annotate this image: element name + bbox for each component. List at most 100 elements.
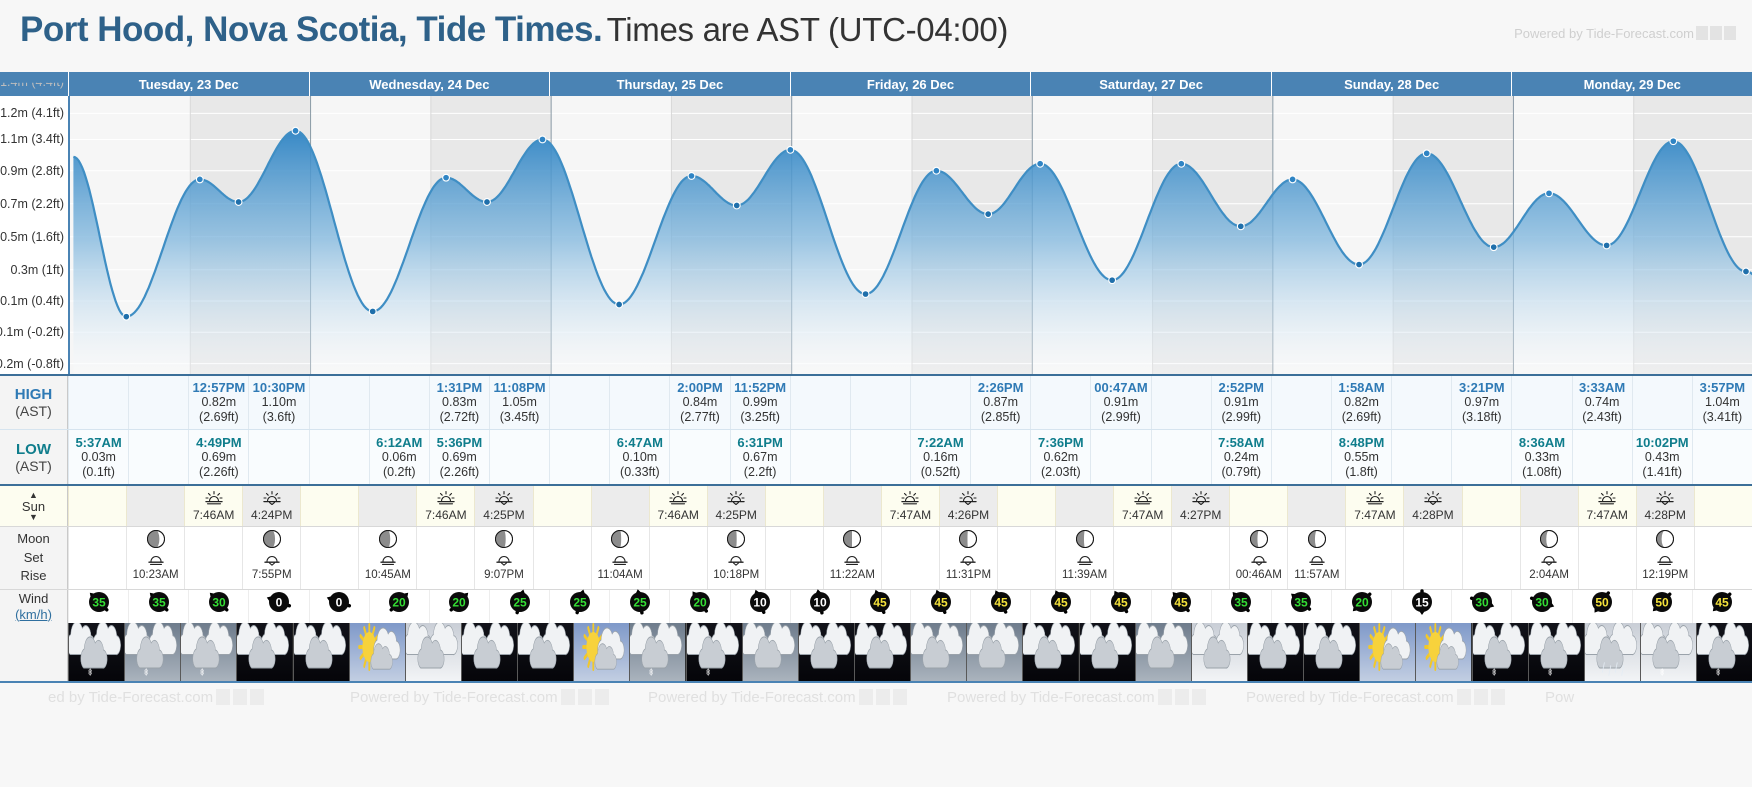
high-tide-cell	[1030, 376, 1090, 429]
cloudy-day-snow-icon[interactable]: ❄	[629, 623, 686, 681]
day-header-3[interactable]: Thursday, 25 Dec	[549, 72, 790, 96]
high-tide-feet: (3.41ft)	[1702, 410, 1743, 425]
day-header-6[interactable]: Sunday, 28 Dec	[1270, 72, 1512, 96]
cloudy-night-icon[interactable]	[1078, 623, 1135, 681]
high-tide-cell	[68, 376, 128, 429]
sunrise-icon	[1364, 490, 1386, 508]
moon-time: 2:04AM	[1529, 569, 1569, 581]
high-tide-time: 2:00PM	[677, 380, 723, 396]
svg-text:10: 10	[814, 595, 828, 609]
cloudy-day-icon[interactable]	[404, 623, 461, 681]
svg-text:45: 45	[934, 595, 948, 609]
high-tide-marker	[442, 173, 451, 182]
day-header-1[interactable]: Tuesday, 23 Dec	[68, 72, 309, 96]
day-header-label: Monday, 29 Dec	[1583, 76, 1681, 92]
high-tide-cell	[609, 376, 669, 429]
svg-text:35: 35	[92, 595, 106, 609]
low-tide-time: 8:36AM	[1518, 434, 1566, 450]
day-header-5[interactable]: Saturday, 27 Dec	[1030, 72, 1271, 96]
footer-logo-square-2	[577, 689, 592, 705]
y-axis-tick: 1.1m (3.4ft)	[0, 132, 64, 147]
low-tide-feet: (0.52ft)	[920, 464, 961, 479]
brand-watermark-top: Powered by Tide-Forecast.com	[1514, 26, 1736, 41]
cloudy-night-icon[interactable]	[797, 623, 854, 681]
sun-cell	[126, 486, 185, 526]
cloudy-night-snow-icon[interactable]: ❄	[685, 623, 742, 681]
sunrise-icon	[435, 490, 457, 508]
moon-cell: 11:31PM	[938, 527, 997, 589]
partly-sunny-icon[interactable]	[1415, 623, 1472, 681]
sun-time: 4:26PM	[947, 508, 990, 522]
day-header-2[interactable]: Wednesday, 24 Dec	[308, 72, 550, 96]
cloudy-night-icon[interactable]	[292, 623, 349, 681]
cloudy-night-icon[interactable]	[1246, 623, 1304, 681]
moon-cell	[997, 527, 1055, 589]
high-tide-marker	[1036, 159, 1045, 168]
cloudy-day-icon[interactable]	[910, 623, 967, 681]
high-tide-cell	[368, 376, 429, 429]
footer-logo-square-1	[858, 689, 873, 705]
cloudy-night-icon[interactable]	[517, 623, 574, 681]
cloudy-day-icon[interactable]	[966, 623, 1023, 681]
high-tide-marker	[932, 166, 941, 175]
high-tide-metres: 0.99m	[742, 395, 778, 410]
cloudy-night-snow-icon[interactable]: ❄	[1527, 623, 1584, 681]
moon-row-label: Moon Set Rise	[0, 527, 68, 589]
wind-cell: 35	[128, 590, 188, 623]
high-tide-marker	[786, 145, 795, 154]
wind-speed-badge: 25	[620, 588, 660, 625]
cloudy-day-rain-icon[interactable]	[1583, 623, 1640, 681]
moon-cell	[1693, 527, 1752, 589]
low-tide-cell: 7:22AM 0.16m (0.52ft)	[909, 430, 970, 484]
low-tide-feet: (1.8ft)	[1345, 464, 1378, 479]
partly-sunny-icon[interactable]	[348, 623, 405, 681]
moon-phase-icon	[842, 529, 862, 552]
cloudy-day-icon[interactable]	[1190, 623, 1247, 681]
cloudy-night-icon[interactable]	[1022, 623, 1079, 681]
cloudy-night-snow-icon[interactable]: ❄	[1696, 623, 1752, 681]
day-header-7[interactable]: Monday, 29 Dec	[1511, 72, 1752, 96]
high-tide-cell: 00:47AM 0.91m (2.99ft)	[1090, 376, 1150, 429]
tide-area-fill	[73, 130, 1752, 374]
chart-plot-area[interactable]	[68, 96, 1752, 374]
wind-unit-link[interactable]: (km/h)	[15, 606, 52, 622]
high-tide-feet: (3.25ft)	[740, 410, 780, 425]
cloudy-day-snow-icon[interactable]: ❄	[1639, 623, 1697, 681]
sun-time: 7:47AM	[1354, 508, 1396, 522]
footer-watermark: Powered by Tide-Forecast.com	[1246, 689, 1505, 706]
cloudy-night-icon[interactable]	[853, 623, 911, 681]
cloudy-day-snow-icon[interactable]: ❄	[180, 623, 237, 681]
low-tide-marker	[1489, 243, 1498, 252]
cloudy-day-icon[interactable]	[1134, 623, 1191, 681]
high-tide-time: 1:58AM	[1338, 380, 1385, 396]
low-tide-cell	[970, 430, 1030, 484]
moon-phase-icon	[146, 529, 166, 552]
cloudy-night-icon[interactable]	[1303, 623, 1360, 681]
sunset-icon	[725, 490, 747, 508]
partly-sunny-icon[interactable]	[1359, 623, 1416, 681]
high-tide-marker	[1177, 159, 1186, 168]
svg-text:10: 10	[753, 595, 767, 609]
sun-cell: 4:26PM	[938, 486, 997, 526]
low-tide-metres: 0.16m	[923, 449, 958, 464]
cloudy-day-snow-icon[interactable]: ❄	[124, 623, 181, 681]
day-header-4[interactable]: Friday, 26 Dec	[789, 72, 1031, 96]
wind-cell: 50	[1631, 590, 1692, 623]
low-tide-cell	[1150, 430, 1211, 484]
sun-cell: 4:27PM	[1171, 486, 1230, 526]
moon-time: 12:19PM	[1642, 569, 1689, 581]
high-tide-cell: 12:57PM 0.82m (2.69ft)	[188, 376, 248, 429]
cloudy-night-icon[interactable]	[236, 623, 293, 681]
low-tide-metres: 0.55m	[1344, 449, 1379, 464]
sun-cell	[1693, 486, 1752, 526]
footer-logo-square-3	[594, 689, 609, 705]
sun-cell	[1519, 486, 1578, 526]
svg-text:45: 45	[994, 595, 1008, 609]
cloudy-night-snow-icon[interactable]: ❄	[1471, 623, 1528, 681]
cloudy-night-icon[interactable]	[460, 623, 518, 681]
cloudy-day-icon[interactable]	[741, 623, 798, 681]
low-tide-cell	[1451, 430, 1511, 484]
cloudy-night-snow-icon[interactable]: ❄	[68, 623, 125, 681]
wind-speed-badge: 20	[379, 588, 419, 625]
partly-sunny-icon[interactable]	[573, 623, 630, 681]
